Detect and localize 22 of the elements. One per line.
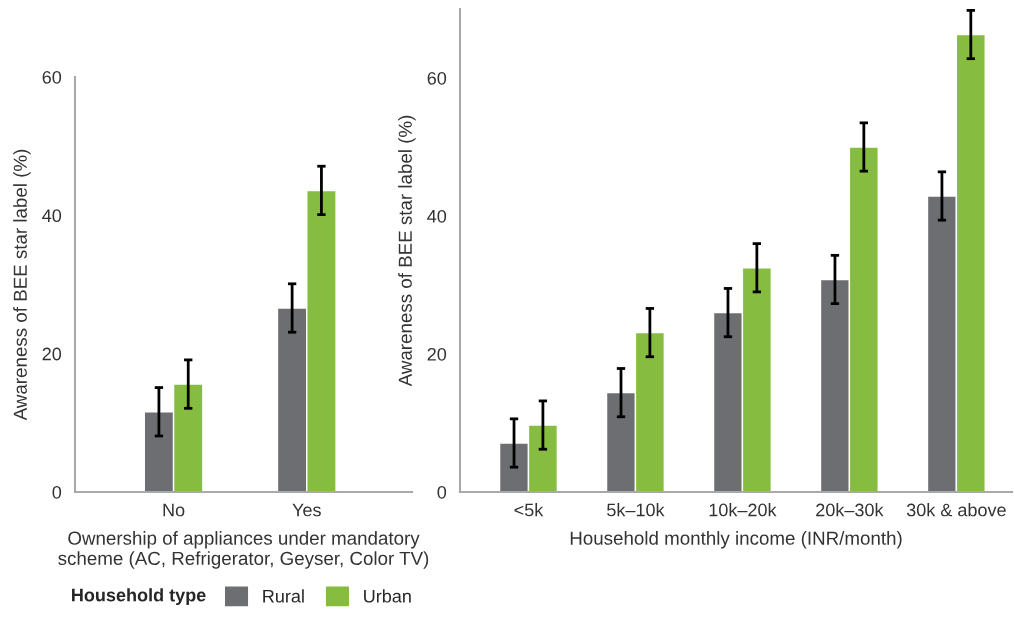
x-tick-label: No — [163, 503, 185, 517]
y-axis-title: Awareness of BEE star label (%) — [398, 115, 416, 387]
x-tick-label: 30k & above — [906, 503, 1006, 517]
x-tick-label: 10k–20k — [709, 503, 777, 517]
y-tick-label: 60 — [42, 70, 62, 84]
x-axis-title: Ownership of appliances under mandatory scheme (AC, Refrigerator, Geyser, Color TV) — [58, 531, 429, 569]
x-tick-label: 5k–10k — [607, 503, 665, 517]
y-tick-label: 40 — [427, 209, 447, 223]
x-axis-title: Household monthly income (INR/month) — [570, 531, 902, 549]
x-tick-label: <5k — [514, 503, 544, 517]
y-tick-label: 20 — [427, 347, 447, 361]
y-tick-label: 20 — [42, 347, 62, 361]
y-axis-title: Awareness of BEE star label (%) — [13, 149, 31, 421]
y-tick-label: 40 — [42, 209, 62, 223]
legend-label: Urban — [364, 589, 411, 603]
y-tick-label: 60 — [427, 71, 447, 85]
legend-title: Household type — [72, 588, 206, 606]
legend-label: Rural — [263, 589, 304, 603]
x-tick-label: 20k–30k — [816, 503, 884, 517]
y-tick-label: 0 — [437, 485, 447, 499]
y-tick-label: 0 — [52, 485, 62, 499]
x-tick-label: Yes — [292, 503, 321, 517]
